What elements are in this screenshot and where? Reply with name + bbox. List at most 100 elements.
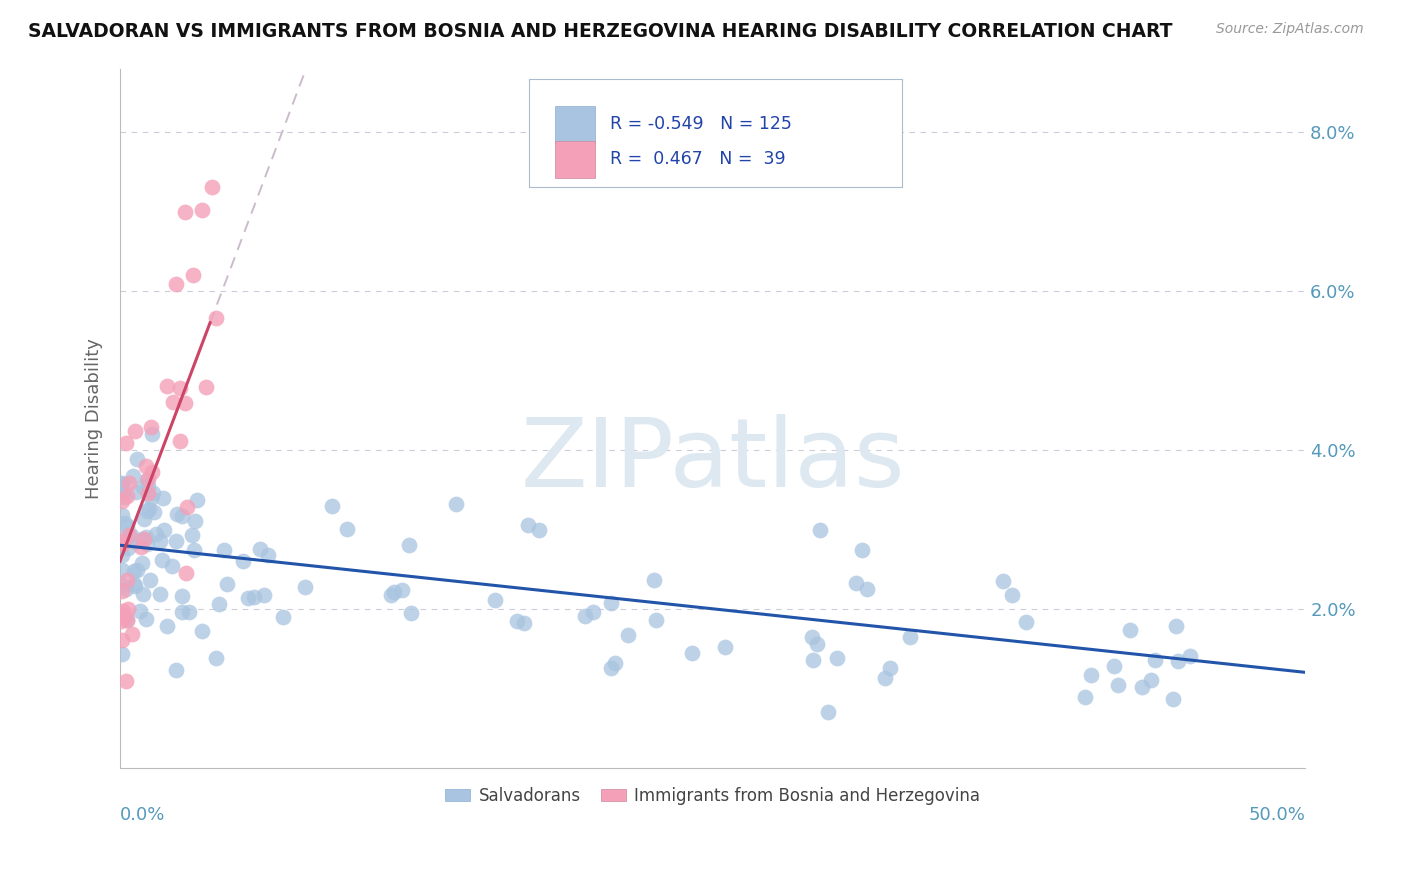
- Point: [111, 484, 134, 499]
- Point: [152, 491, 174, 505]
- Point: [165, 663, 187, 677]
- Point: [118, 528, 141, 542]
- Point: [249, 542, 271, 557]
- Point: [183, 543, 205, 558]
- Point: [851, 542, 873, 557]
- Point: [207, 597, 229, 611]
- Point: [136, 479, 159, 493]
- Point: [165, 277, 187, 292]
- Point: [170, 509, 193, 524]
- Point: [271, 609, 294, 624]
- Point: [800, 631, 823, 645]
- Point: [111, 633, 134, 648]
- Point: [110, 533, 132, 548]
- Point: [115, 530, 138, 544]
- Point: [204, 310, 226, 325]
- Point: [380, 588, 402, 602]
- Point: [183, 514, 205, 528]
- Point: [516, 518, 538, 533]
- Point: [111, 548, 134, 562]
- Legend: Salvadorans, Immigrants from Bosnia and Herzegovina: Salvadorans, Immigrants from Bosnia and …: [439, 780, 987, 812]
- Point: [174, 204, 197, 219]
- Point: [190, 624, 212, 639]
- Point: [336, 522, 359, 536]
- Point: [117, 519, 139, 533]
- Point: [115, 613, 138, 627]
- Text: 50.0%: 50.0%: [1249, 806, 1305, 824]
- Point: [398, 538, 420, 552]
- Point: [256, 549, 278, 563]
- Point: [1130, 680, 1153, 694]
- Point: [127, 452, 149, 467]
- Point: [149, 587, 172, 601]
- Point: [125, 563, 148, 577]
- Point: [120, 528, 142, 542]
- Point: [1166, 619, 1188, 633]
- Point: [160, 559, 183, 574]
- Point: [529, 524, 551, 538]
- Point: [131, 556, 153, 570]
- Point: [136, 486, 159, 500]
- Point: [124, 579, 146, 593]
- Point: [217, 577, 239, 591]
- Point: [141, 427, 163, 442]
- Point: [110, 614, 132, 628]
- Point: [112, 604, 135, 618]
- Point: [131, 532, 153, 546]
- Point: [253, 588, 276, 602]
- Point: [135, 537, 157, 551]
- Point: [141, 465, 163, 479]
- Bar: [555, 141, 595, 178]
- Point: [145, 526, 167, 541]
- Point: [135, 612, 157, 626]
- Point: [873, 671, 896, 685]
- Point: [115, 573, 138, 587]
- Point: [141, 491, 163, 506]
- Point: [506, 614, 529, 628]
- Point: [156, 618, 179, 632]
- Point: [118, 475, 141, 490]
- Point: [169, 381, 191, 395]
- Point: [132, 512, 155, 526]
- Point: [845, 576, 868, 591]
- Point: [382, 585, 405, 599]
- Point: [817, 705, 839, 719]
- Point: [122, 468, 145, 483]
- Text: Source: ZipAtlas.com: Source: ZipAtlas.com: [1216, 22, 1364, 37]
- Point: [149, 533, 172, 548]
- Point: [111, 476, 134, 491]
- Point: [139, 573, 162, 587]
- Text: SALVADORAN VS IMMIGRANTS FROM BOSNIA AND HERZEGOVINA HEARING DISABILITY CORRELAT: SALVADORAN VS IMMIGRANTS FROM BOSNIA AND…: [28, 22, 1173, 41]
- Point: [801, 653, 824, 667]
- Point: [162, 395, 184, 409]
- Point: [825, 651, 848, 665]
- Point: [181, 527, 204, 541]
- Point: [114, 436, 136, 450]
- Point: [135, 458, 157, 473]
- Point: [114, 673, 136, 688]
- Point: [714, 640, 737, 654]
- Point: [125, 485, 148, 500]
- Point: [129, 604, 152, 618]
- Point: [115, 582, 138, 596]
- Point: [190, 203, 212, 218]
- Point: [111, 578, 134, 592]
- Point: [617, 628, 640, 642]
- Text: 0.0%: 0.0%: [120, 806, 166, 824]
- Bar: [555, 106, 595, 143]
- Point: [1167, 654, 1189, 668]
- Point: [117, 541, 139, 555]
- Point: [179, 605, 201, 619]
- Point: [172, 605, 194, 619]
- Point: [129, 540, 152, 554]
- Point: [114, 609, 136, 624]
- Point: [603, 656, 626, 670]
- Point: [114, 516, 136, 530]
- Point: [172, 589, 194, 603]
- Point: [124, 424, 146, 438]
- Point: [810, 523, 832, 537]
- Point: [166, 508, 188, 522]
- Point: [600, 661, 623, 675]
- Y-axis label: Hearing Disability: Hearing Disability: [86, 338, 103, 499]
- Point: [117, 602, 139, 616]
